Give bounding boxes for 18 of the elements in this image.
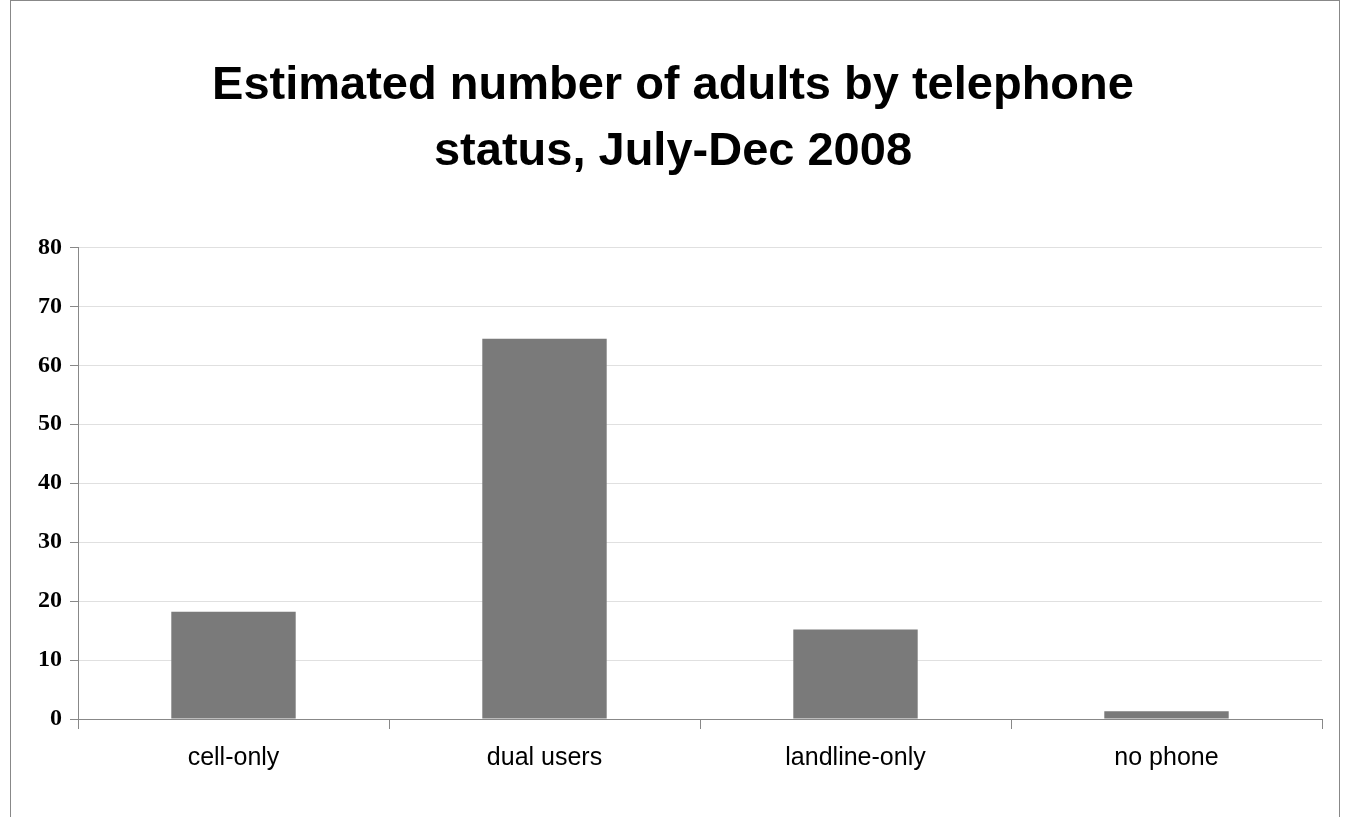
bar <box>1104 711 1229 719</box>
bar <box>793 629 918 719</box>
chart-title: Estimated number of adults by telephone status, July-Dec 2008 <box>211 55 1135 177</box>
y-tick-label: 80 <box>38 232 62 259</box>
y-tick-label: 70 <box>38 291 62 318</box>
y-tick-label: 10 <box>38 645 62 672</box>
bar <box>171 611 296 719</box>
x-tick-label: no phone <box>1114 741 1219 770</box>
y-tick-label: 50 <box>38 409 62 436</box>
x-tick-label: landline-only <box>785 741 927 770</box>
y-tick-label: 20 <box>38 586 62 613</box>
bar <box>482 338 607 719</box>
x-tick-label: dual users <box>486 741 603 770</box>
y-tick-label: 0 <box>50 704 62 731</box>
y-tick-label: 30 <box>38 527 62 554</box>
x-tick-label: cell-only <box>187 741 280 770</box>
y-tick-label: 60 <box>38 350 62 377</box>
y-tick-label: 40 <box>38 468 62 495</box>
